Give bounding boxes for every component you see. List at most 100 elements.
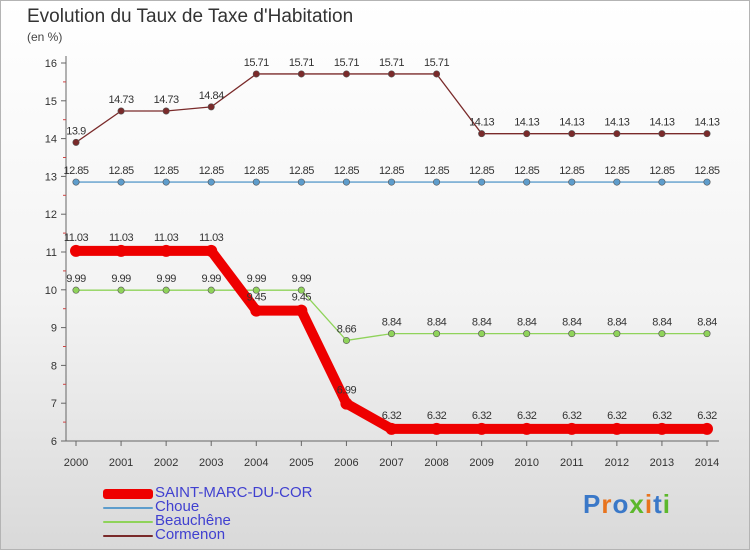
data-point (523, 178, 531, 186)
x-tick-label: 2005 (289, 457, 313, 469)
data-label: 12.85 (514, 165, 539, 177)
data-point (430, 422, 443, 435)
data-point (250, 304, 263, 317)
data-label: 15.71 (379, 57, 404, 69)
data-label: 8.84 (427, 317, 447, 329)
legend-label: Cormenon (155, 526, 226, 543)
data-label: 14.13 (514, 117, 539, 129)
data-label: 6.32 (472, 410, 492, 422)
data-point (658, 178, 666, 186)
data-point (207, 286, 215, 294)
data-point (342, 178, 350, 186)
data-label: 12.85 (469, 165, 494, 177)
data-point (115, 244, 128, 257)
x-tick-label: 2011 (560, 457, 584, 469)
data-point (433, 178, 441, 186)
data-point (703, 130, 711, 138)
logo-letter: i (644, 489, 654, 519)
data-label: 11.03 (109, 232, 134, 244)
data-point (72, 286, 80, 294)
y-tick-label: 9 (51, 323, 57, 335)
data-point (655, 422, 668, 435)
y-tick-label: 15 (45, 96, 57, 108)
data-point (297, 70, 305, 78)
data-label: 12.85 (154, 165, 179, 177)
data-point (610, 422, 623, 435)
data-label: 14.13 (694, 117, 719, 129)
data-point (613, 178, 621, 186)
logo-letter: P (583, 489, 602, 519)
logo-letter: t (653, 489, 663, 519)
data-point (252, 70, 260, 78)
data-point (340, 397, 353, 410)
data-label: 12.85 (199, 165, 224, 177)
data-label: 6.32 (562, 410, 582, 422)
data-label: 15.71 (334, 57, 359, 69)
data-label: 15.71 (289, 57, 314, 69)
data-point (252, 178, 260, 186)
y-tick-label: 12 (45, 209, 57, 221)
data-label: 9.99 (111, 273, 131, 285)
data-label: 14.84 (199, 90, 224, 102)
data-point (475, 422, 488, 435)
logo-letter: i (662, 489, 671, 519)
data-point (160, 244, 173, 257)
data-label: 12.85 (379, 165, 404, 177)
x-tick-label: 2008 (424, 457, 448, 469)
legend-swatch (103, 507, 153, 509)
x-tick-label: 2006 (334, 457, 358, 469)
data-point (568, 130, 576, 138)
data-label: 14.73 (109, 94, 134, 106)
data-label: 8.84 (697, 317, 717, 329)
data-point (433, 330, 441, 338)
data-point (207, 178, 215, 186)
data-label: 9.45 (292, 292, 312, 304)
line-chart: 6 7 8 9 10 11 12 13 14 15 16 2000 2001 2002 2003 2004 20… (45, 56, 720, 469)
data-label: 8.84 (562, 317, 582, 329)
data-point (385, 422, 398, 435)
data-point (162, 286, 170, 294)
data-label: 6.32 (652, 410, 672, 422)
data-point (478, 330, 486, 338)
data-point (387, 178, 395, 186)
data-label: 12.85 (649, 165, 674, 177)
data-point (295, 304, 308, 317)
data-label: 8.66 (337, 323, 357, 335)
y-tick-label: 7 (51, 398, 57, 410)
legend-label: Beauchêne (155, 512, 231, 529)
data-point (613, 130, 621, 138)
y-tick-label: 14 (45, 134, 57, 146)
data-point (565, 422, 578, 435)
data-label: 6.32 (607, 410, 627, 422)
data-point (387, 70, 395, 78)
x-tick-label: 2010 (514, 457, 538, 469)
data-point (252, 286, 260, 294)
data-label: 6.32 (517, 410, 537, 422)
data-point (703, 330, 711, 338)
chart-unit-label: (en %) (27, 30, 63, 44)
data-point (658, 130, 666, 138)
x-tick-label: 2001 (109, 457, 133, 469)
chart-data-labels: 13.9 14.73 14.73 14.84 15.71 15.71 15.71 15.71 1… (63, 57, 720, 422)
data-point (72, 138, 80, 146)
data-label: 14.13 (469, 117, 494, 129)
data-point (703, 178, 711, 186)
data-label: 12.85 (334, 165, 359, 177)
data-point (478, 178, 486, 186)
data-label: 12.85 (559, 165, 584, 177)
data-label: 14.73 (154, 94, 179, 106)
y-tick-label: 13 (45, 171, 57, 183)
chart-title: Evolution du Taux de Taxe d'Habitation (27, 6, 354, 27)
data-point (523, 330, 531, 338)
data-label: 13.9 (66, 125, 86, 137)
data-label: 8.84 (652, 317, 672, 329)
proxiti-logo: Proxiti (583, 489, 671, 520)
data-point (433, 70, 441, 78)
data-label: 12.85 (244, 165, 269, 177)
legend-swatch (103, 489, 153, 499)
data-label: 9.45 (247, 292, 267, 304)
data-point (297, 178, 305, 186)
x-tick-label: 2002 (154, 457, 178, 469)
data-point (568, 330, 576, 338)
logo-letter: x (629, 489, 645, 519)
